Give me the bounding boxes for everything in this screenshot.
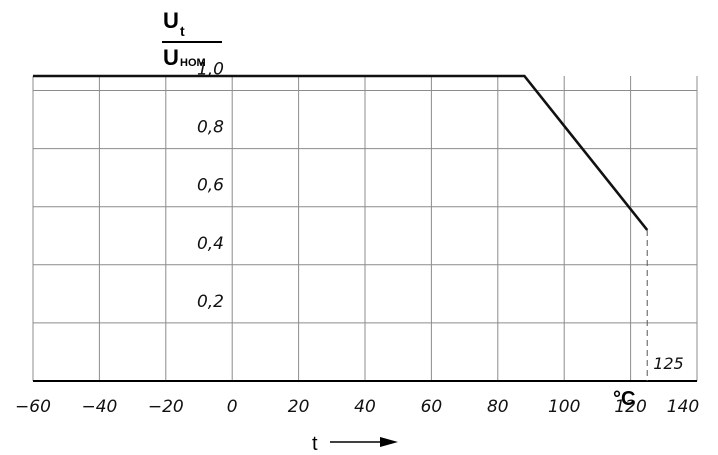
x-tick-label: 20 — [288, 397, 310, 417]
y-label-denominator-sub: HOM — [180, 57, 206, 69]
y-tick-label: 0,2 — [197, 292, 224, 312]
x-tick-label: 120 — [614, 397, 646, 417]
y-tick-label: 0,6 — [197, 176, 224, 196]
x-tick-label: 100 — [548, 397, 580, 417]
x-tick-label: 60 — [421, 397, 443, 417]
x-unit-label: °C — [613, 388, 635, 410]
y-label-numerator-sub: t — [180, 23, 185, 39]
y-tick-label: 0,4 — [197, 234, 224, 254]
y-axis-label: U t U HOM — [162, 8, 222, 70]
x-tick-label: 80 — [487, 397, 509, 417]
grid — [32, 76, 698, 381]
series-line — [33, 74, 649, 231]
x-tick-label: −40 — [81, 397, 117, 417]
y-label-denominator-main: U — [163, 45, 179, 70]
x-tick-label: 0 — [227, 397, 238, 417]
x-label-t: t — [312, 433, 318, 455]
y-tick-labels: 0,2 0,4 0,6 0,8 1,0 — [197, 60, 224, 312]
max-temp-annotation: 125 — [653, 354, 684, 373]
x-tick-label: 140 — [667, 397, 699, 417]
x-tick-label: −60 — [15, 397, 51, 417]
y-tick-label: 1,0 — [197, 60, 224, 80]
x-label-arrow-head — [380, 437, 398, 447]
y-tick-label: 0,8 — [197, 118, 224, 138]
x-axis-label: t — [312, 433, 398, 455]
y-label-numerator-main: U — [163, 8, 179, 33]
x-tick-labels: −60 −40 −20 0 20 40 60 80 100 120 140 — [15, 397, 699, 417]
x-tick-label: −20 — [148, 397, 184, 417]
x-tick-label: 40 — [354, 397, 376, 417]
